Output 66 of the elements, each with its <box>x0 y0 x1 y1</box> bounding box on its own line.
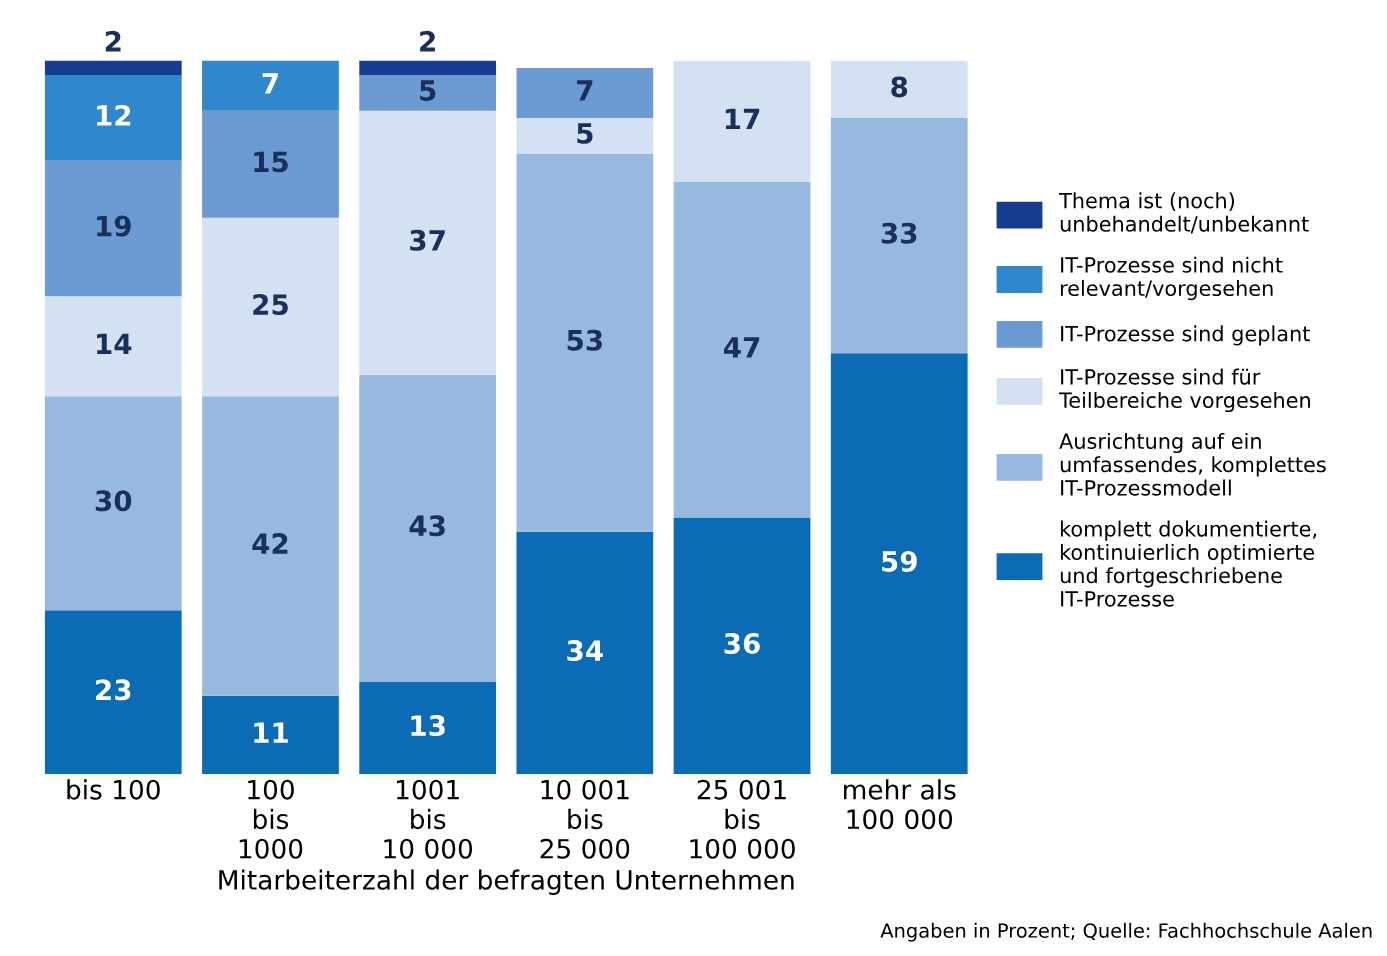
bar <box>830 117 968 354</box>
bar <box>359 60 497 76</box>
bar <box>359 374 497 682</box>
bar <box>44 60 182 76</box>
bar <box>44 610 182 775</box>
data-label: 36 <box>724 632 760 654</box>
legend-label: Thema ist (noch) unbehandelt/unbekannt <box>1059 192 1309 234</box>
data-label: 7 <box>262 73 278 94</box>
data-label: 19 <box>97 215 131 237</box>
data-label: 11 <box>254 722 288 743</box>
data-label: 34 <box>567 640 603 662</box>
bar <box>202 110 339 218</box>
bar <box>673 182 811 518</box>
bar <box>44 296 182 397</box>
x-tick-label: 100 bis 1000 <box>239 779 303 859</box>
x-tick-label: 25 001 bis 100 000 <box>690 779 795 859</box>
bar <box>359 110 497 375</box>
data-label: 23 <box>96 679 131 701</box>
bar <box>44 75 182 161</box>
bar <box>516 117 654 154</box>
data-label: 8 <box>891 76 908 98</box>
data-label: 2 <box>105 30 121 52</box>
bar <box>516 67 654 118</box>
data-label: 47 <box>723 337 760 358</box>
x-axis-title: Mitarbeiterzahl der befragten Unternehmen <box>219 869 794 895</box>
data-label: 30 <box>95 490 132 512</box>
data-label: 17 <box>725 108 760 130</box>
data-label: 15 <box>254 151 288 173</box>
bar <box>830 353 968 775</box>
x-tick-label: 1001 bis 10 000 <box>384 779 473 859</box>
bar <box>202 695 339 775</box>
legend-label: Ausrichtung auf ein umfassendes, komplettes IT-Prozessmodell <box>1059 432 1326 496</box>
x-tick-label: bis 100 <box>67 779 160 800</box>
legend-label: IT-Prozesse sind für Teilbereiche vorgesehen <box>1059 368 1310 413</box>
data-label: 5 <box>420 80 436 101</box>
bar <box>673 60 811 183</box>
x-tick-label: mehr als 100 000 <box>844 779 956 830</box>
data-label: 7 <box>577 80 593 101</box>
bar <box>202 217 339 397</box>
data-label: 2 <box>420 30 435 52</box>
legend-label: IT-Prozesse sind geplant <box>1061 325 1310 346</box>
legend-label: IT-Prozesse sind nicht relevant/vorgesehen <box>1060 256 1283 301</box>
data-label: 12 <box>97 104 131 126</box>
bar <box>673 517 811 775</box>
bar <box>44 396 182 611</box>
text: Angaben in Prozent; Quelle: Fachhochschule Aalen <box>880 922 1372 942</box>
data-label: 37 <box>410 229 445 251</box>
bar <box>202 60 339 111</box>
bar <box>44 160 182 297</box>
bar <box>359 681 497 775</box>
bar <box>516 531 654 775</box>
bar <box>359 75 497 111</box>
data-label: 43 <box>409 515 445 537</box>
bar <box>202 396 339 696</box>
data-label: 25 <box>253 294 288 316</box>
data-label: 5 <box>577 123 593 144</box>
data-label: 42 <box>252 533 288 554</box>
legend-label: komplett dokumentierte, kontinuierlich optimierte und fortgeschriebene IT-Prozesse <box>1060 520 1317 607</box>
bar <box>516 153 654 532</box>
x-tick-label: 10 001 bis 25 000 <box>540 779 630 859</box>
data-label: 59 <box>882 550 917 572</box>
bar <box>830 60 968 118</box>
data-label: 33 <box>881 222 917 244</box>
data-label: 53 <box>567 329 602 351</box>
data-label: 14 <box>97 333 132 354</box>
data-label: 13 <box>411 715 445 737</box>
